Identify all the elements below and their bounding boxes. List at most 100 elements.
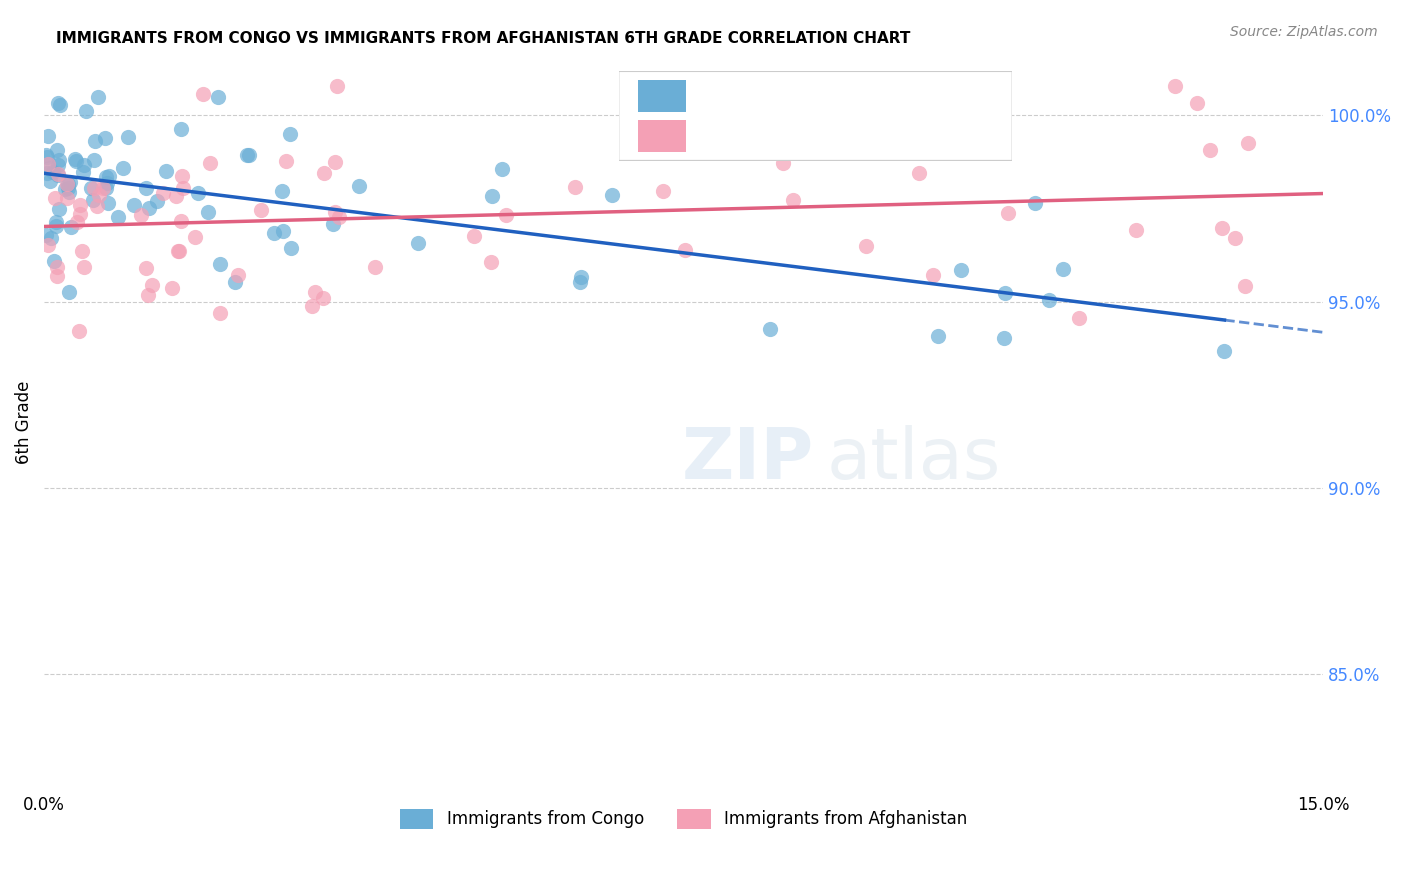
Point	[602, 187, 624, 202]
Text: IMMIGRANTS FROM CONGO VS IMMIGRANTS FROM AFGHANISTAN 6TH GRADE CORRELATION CHART: IMMIGRANTS FROM CONGO VS IMMIGRANTS FROM…	[56, 31, 911, 46]
Point	[72, 244, 94, 259]
Point	[170, 121, 193, 136]
Point	[65, 215, 87, 229]
Point	[651, 184, 673, 198]
Point	[97, 169, 120, 183]
Point	[129, 208, 152, 222]
Point	[759, 322, 782, 336]
Point	[571, 269, 593, 284]
Point	[207, 90, 229, 104]
Point	[122, 197, 145, 211]
Point	[236, 147, 259, 161]
Point	[87, 90, 110, 104]
Point	[208, 306, 231, 320]
Point	[87, 187, 110, 202]
Point	[347, 179, 370, 194]
Point	[949, 263, 972, 277]
Point	[322, 217, 344, 231]
Point	[463, 229, 485, 244]
Point	[993, 331, 1015, 345]
Point	[155, 164, 177, 178]
Point	[1236, 136, 1258, 151]
Point	[274, 154, 297, 169]
Point	[46, 158, 69, 172]
Point	[138, 201, 160, 215]
Point	[37, 237, 59, 252]
Point	[37, 128, 59, 143]
Point	[72, 260, 94, 274]
Point	[135, 181, 157, 195]
Point	[56, 180, 79, 194]
Point	[117, 130, 139, 145]
Point	[96, 181, 118, 195]
Point	[921, 268, 943, 282]
Point	[65, 153, 87, 167]
Point	[406, 235, 429, 250]
Point	[55, 191, 77, 205]
Point	[280, 128, 302, 142]
Point	[709, 87, 731, 101]
Point	[34, 148, 56, 162]
Point	[568, 275, 591, 289]
Point	[45, 219, 67, 234]
Point	[238, 147, 260, 161]
Point	[55, 178, 77, 192]
Point	[45, 143, 67, 157]
Point	[491, 161, 513, 176]
Point	[97, 196, 120, 211]
Point	[323, 155, 346, 169]
Point	[183, 230, 205, 244]
Point	[226, 268, 249, 283]
Point	[927, 329, 949, 343]
Point	[304, 285, 326, 299]
Point	[46, 168, 69, 182]
Point	[197, 204, 219, 219]
Y-axis label: 6th Grade: 6th Grade	[15, 381, 32, 465]
Point	[193, 87, 215, 102]
Point	[42, 165, 65, 179]
Point	[301, 299, 323, 313]
Point	[58, 185, 80, 199]
Point	[83, 180, 105, 194]
Point	[44, 191, 66, 205]
Point	[170, 213, 193, 227]
Text: N = 80: N = 80	[875, 87, 942, 105]
Point	[250, 203, 273, 218]
Point	[96, 176, 118, 190]
Text: R =  0.079: R = 0.079	[706, 128, 801, 145]
Point	[152, 186, 174, 200]
Point	[65, 153, 87, 168]
Text: Source: ZipAtlas.com: Source: ZipAtlas.com	[1230, 25, 1378, 39]
Point	[772, 156, 794, 170]
Point	[271, 224, 294, 238]
Point	[72, 165, 94, 179]
Point	[48, 202, 70, 217]
Point	[165, 188, 187, 202]
Point	[855, 239, 877, 253]
Point	[58, 175, 80, 189]
Point	[1185, 96, 1208, 111]
Point	[495, 208, 517, 222]
Point	[326, 78, 349, 93]
Point	[111, 161, 134, 176]
Point	[82, 193, 104, 207]
Point	[39, 230, 62, 244]
Bar	[638, 120, 686, 152]
Point	[75, 103, 97, 118]
Point	[49, 97, 72, 112]
Point	[1069, 310, 1091, 325]
Point	[1052, 262, 1074, 277]
Point	[44, 254, 66, 268]
Point	[997, 205, 1019, 219]
Point	[1024, 196, 1046, 211]
Point	[209, 257, 232, 271]
Point	[69, 207, 91, 221]
Point	[323, 205, 346, 219]
Point	[67, 324, 90, 338]
Point	[107, 210, 129, 224]
Point	[73, 158, 96, 172]
Point	[481, 189, 503, 203]
Point	[1163, 78, 1185, 93]
Point	[167, 244, 190, 259]
Point	[280, 241, 302, 255]
